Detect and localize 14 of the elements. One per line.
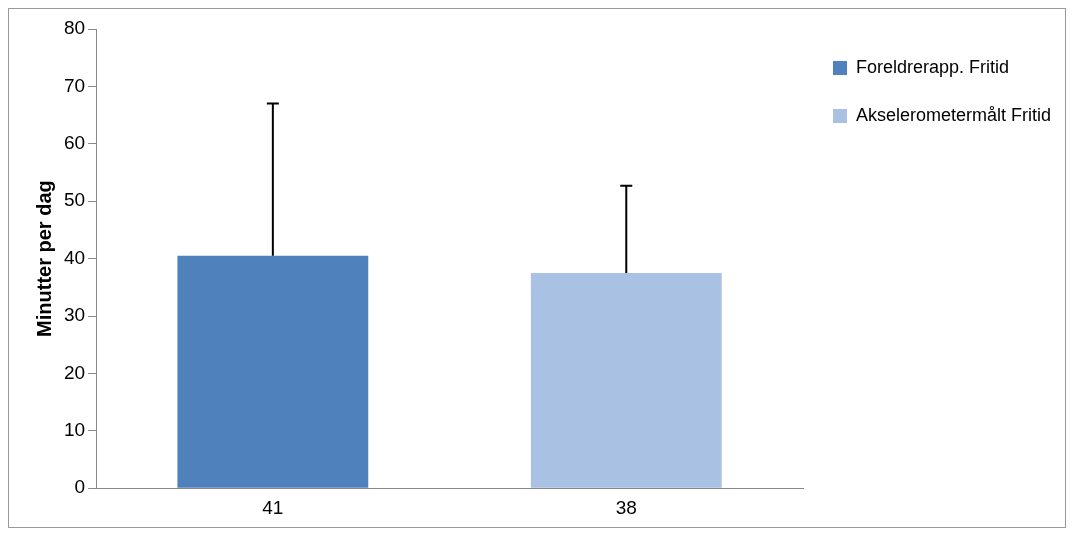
- y-tick-label: 60: [63, 132, 86, 154]
- legend-label: Foreldrerapp. Fritid: [856, 56, 1010, 77]
- y-tick-label: 10: [63, 419, 86, 441]
- legend-label: Akselerometermålt Fritid: [856, 104, 1052, 125]
- y-tick-label: 80: [63, 17, 86, 39]
- y-tick-label: 30: [63, 304, 86, 326]
- x-tick-label: 41: [262, 496, 284, 518]
- x-tick-label: 38: [615, 496, 637, 518]
- y-tick-label: 50: [63, 189, 86, 211]
- y-tick-label: 20: [63, 361, 86, 383]
- y-tick-label: 40: [63, 246, 86, 268]
- y-axis-title: Minutter per dag: [32, 180, 55, 337]
- y-tick-label: 0: [74, 476, 86, 498]
- y-tick-label: 70: [63, 74, 86, 96]
